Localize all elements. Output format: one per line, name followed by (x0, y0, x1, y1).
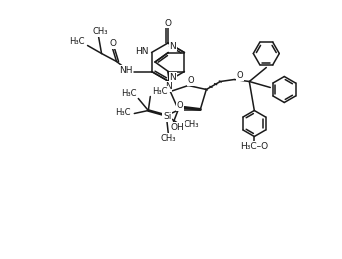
Text: H₃C: H₃C (69, 37, 84, 46)
Text: NH: NH (119, 66, 133, 75)
Text: H₃C–O: H₃C–O (240, 142, 268, 151)
Text: H₃C: H₃C (121, 89, 136, 98)
Text: O: O (236, 71, 243, 80)
Text: O: O (188, 76, 195, 85)
Text: OH: OH (170, 123, 184, 132)
Text: Si: Si (163, 112, 171, 121)
Text: N: N (165, 82, 171, 91)
Text: CH₃: CH₃ (183, 120, 199, 129)
Text: HN: HN (135, 47, 148, 56)
Text: H₃C: H₃C (115, 108, 130, 117)
Text: CH₃: CH₃ (160, 134, 176, 143)
Text: O: O (177, 101, 183, 110)
Text: N: N (169, 41, 176, 51)
Text: O: O (109, 39, 116, 48)
Text: O: O (165, 18, 171, 27)
Text: CH₃: CH₃ (93, 27, 108, 36)
Text: H₃C: H₃C (152, 87, 168, 96)
Text: N: N (169, 73, 176, 82)
